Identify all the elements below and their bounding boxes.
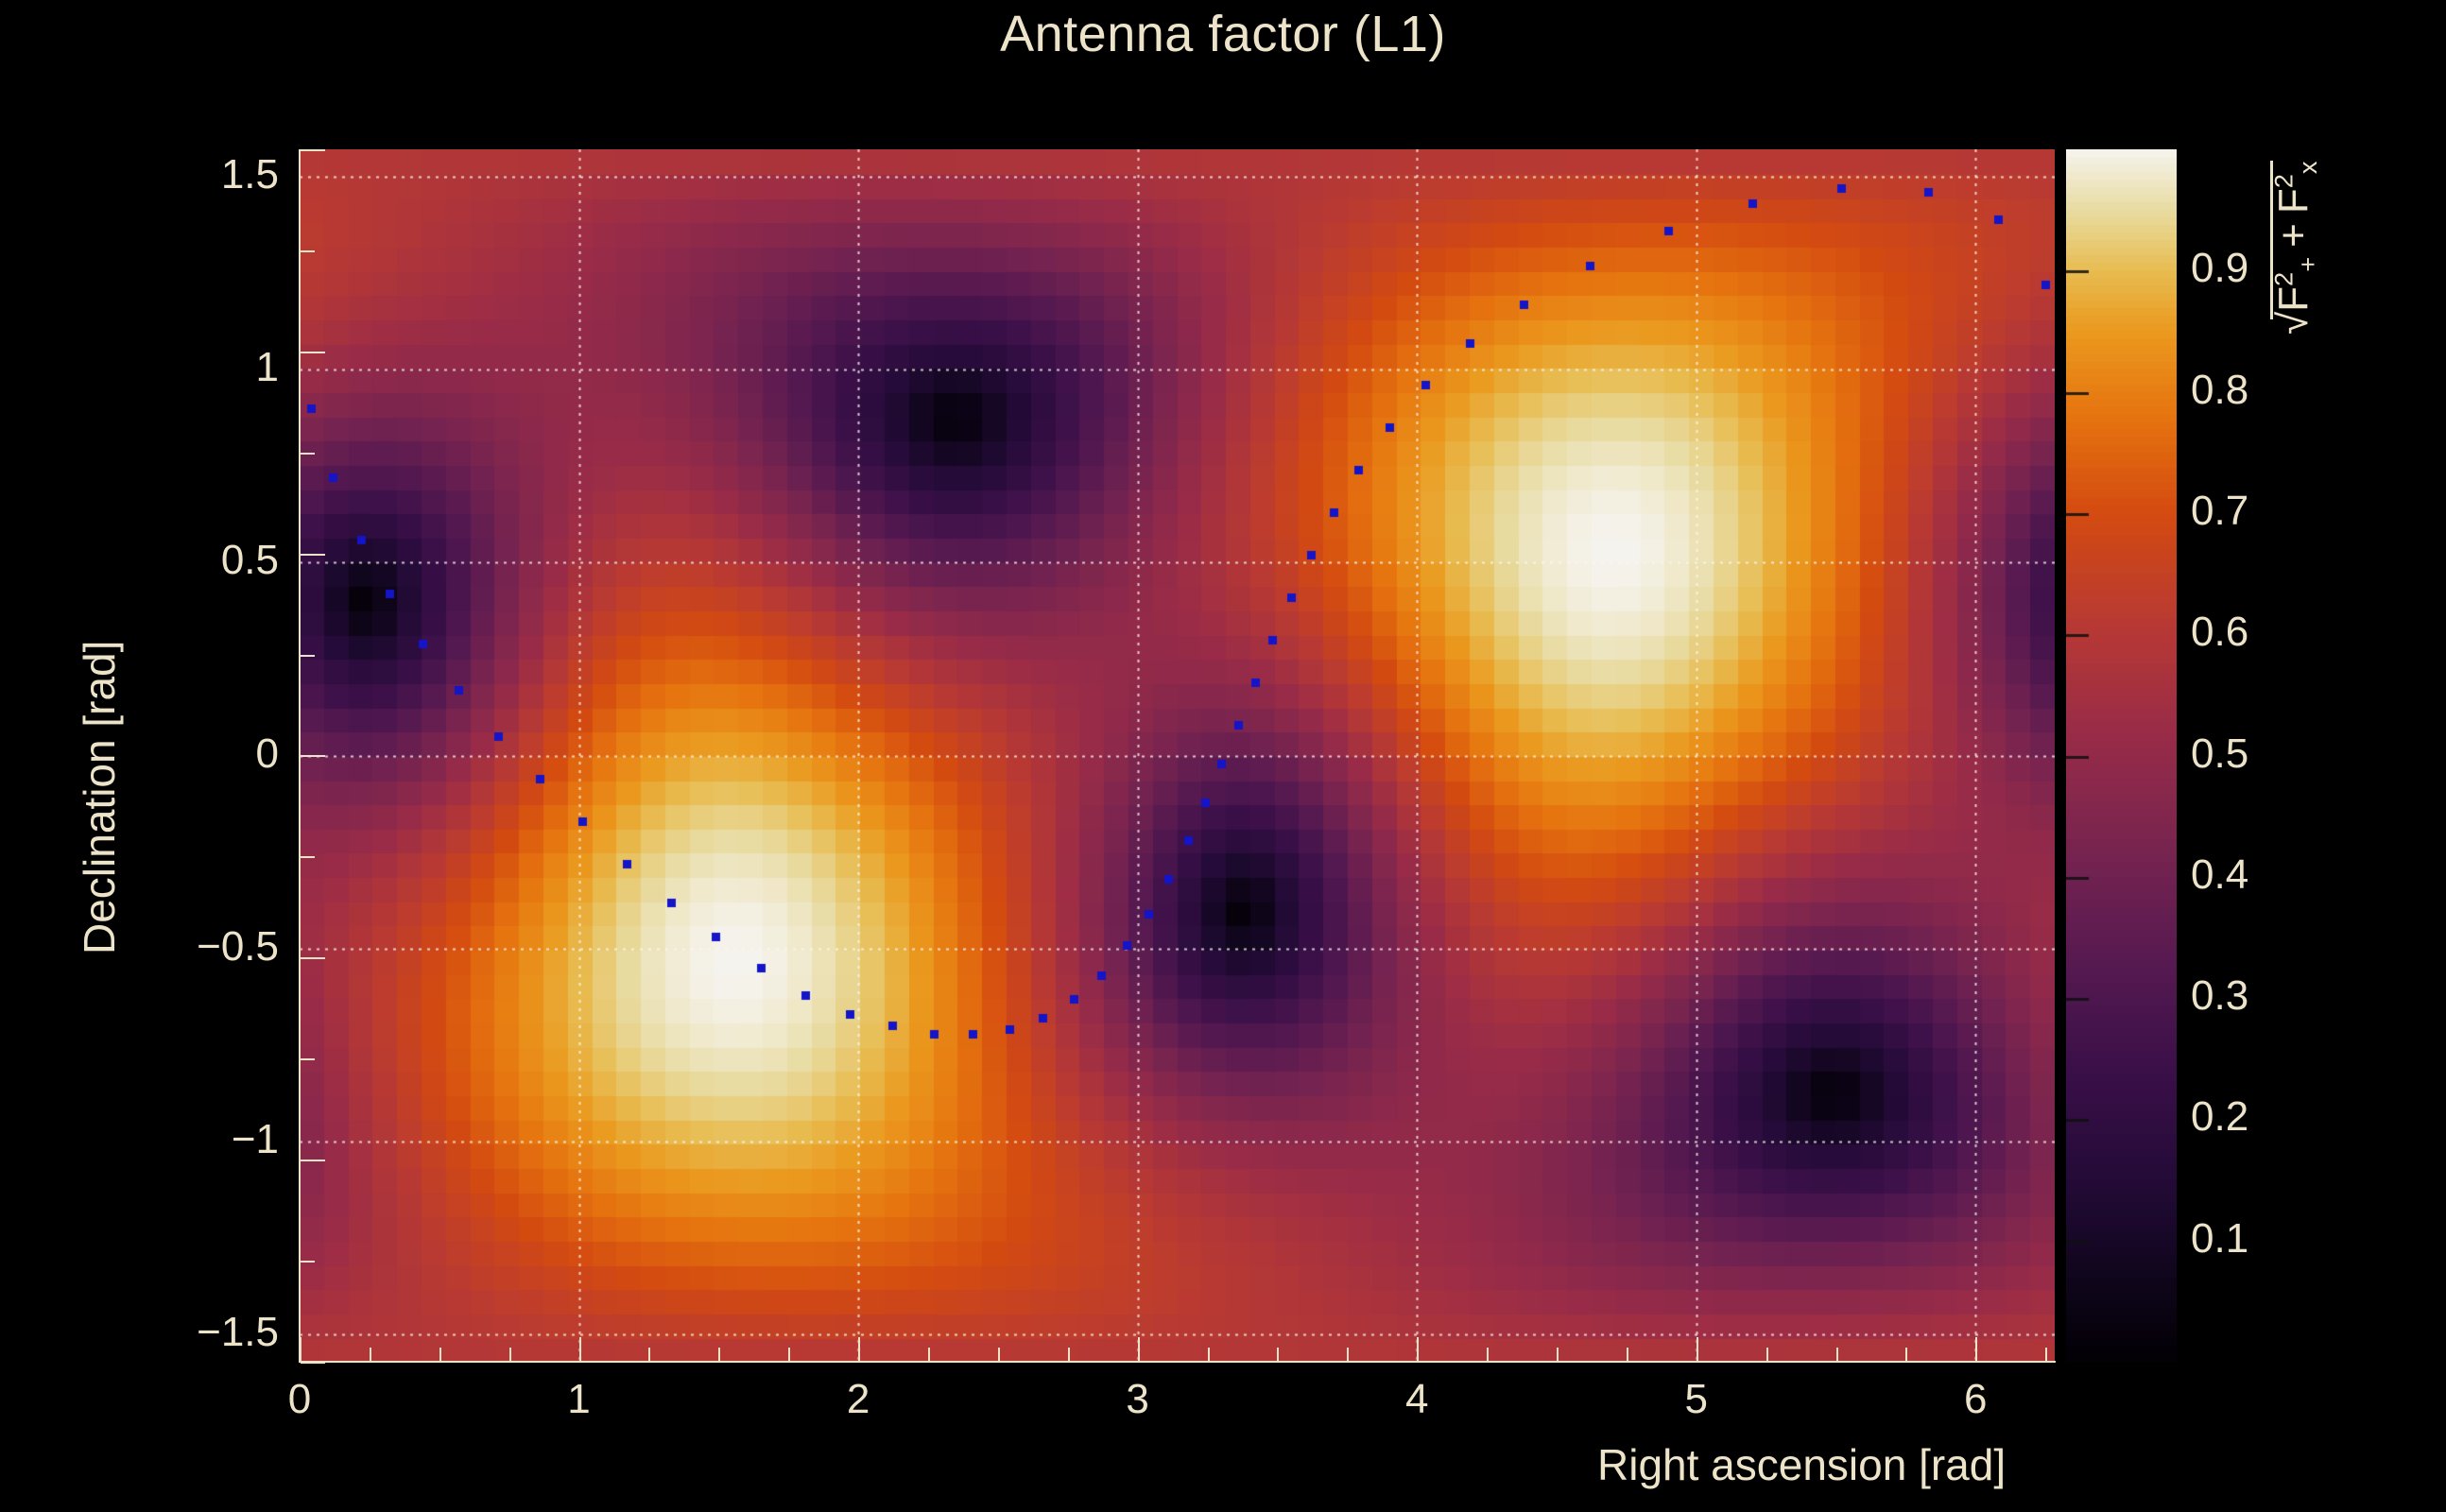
f-cross-base: F xyxy=(2269,188,2317,215)
axis-tick-mark xyxy=(1347,1348,1349,1362)
axis-tick-mark xyxy=(1208,1348,1210,1362)
axis-tick-mark xyxy=(509,1348,511,1362)
y-tick-label: 0 xyxy=(255,730,279,777)
axis-tick-mark xyxy=(1766,1348,1768,1362)
axis-tick-mark xyxy=(1975,1337,1977,1362)
x-tick-label: 3 xyxy=(1126,1376,1149,1422)
y-axis-line xyxy=(299,149,301,1363)
y-axis-title: Declination [rad] xyxy=(75,640,124,954)
axis-tick-mark xyxy=(301,554,325,556)
axis-tick-mark xyxy=(301,856,315,858)
y-tick-label: 1.5 xyxy=(220,150,279,198)
axis-tick-mark xyxy=(301,1261,315,1263)
y-tick-label: 0.5 xyxy=(220,537,279,584)
x-tick-label: 1 xyxy=(567,1376,591,1422)
axis-tick-mark xyxy=(1417,1337,1419,1362)
axis-tick-mark xyxy=(439,1348,441,1362)
f-plus-base: F xyxy=(2269,285,2317,312)
f-cross-term: F2x xyxy=(2268,161,2321,215)
x-tick-label: 4 xyxy=(1404,1376,1429,1422)
axis-tick-mark xyxy=(1277,1348,1279,1362)
x-tick-label: 6 xyxy=(1964,1376,1988,1422)
color-bar-gradient xyxy=(2066,149,2177,1362)
gridlines-and-track-overlay xyxy=(300,149,2055,1362)
color-bar-tick-label: 0.9 xyxy=(2191,245,2249,292)
plus-operator: + xyxy=(2269,223,2317,248)
axis-tick-mark xyxy=(370,1348,371,1362)
y-tick-label: −0.5 xyxy=(197,922,279,970)
axis-tick-mark xyxy=(1697,1337,1698,1362)
axis-tick-mark xyxy=(301,655,315,657)
axis-tick-mark xyxy=(2045,1348,2047,1362)
color-bar-title: √ F2++F2x xyxy=(2268,161,2322,340)
color-bar-tick-label: 0.8 xyxy=(2191,366,2249,413)
x-axis-title: Right ascension [rad] xyxy=(1597,1440,2007,1489)
heatmap-plot-area[interactable] xyxy=(300,149,2055,1362)
axis-tick-mark xyxy=(1836,1348,1838,1362)
color-bar-tick-label: 0.3 xyxy=(2191,972,2249,1020)
figure-title: Antenna factor (L1) xyxy=(1000,6,1446,62)
axis-tick-mark xyxy=(1905,1348,1907,1362)
axis-tick-mark xyxy=(928,1348,930,1362)
color-bar[interactable] xyxy=(2066,149,2177,1362)
axis-tick-mark xyxy=(788,1348,790,1362)
axis-tick-mark xyxy=(301,1362,325,1364)
axis-tick-mark xyxy=(648,1348,650,1362)
color-bar-tick-label: 0.2 xyxy=(2191,1093,2249,1141)
axis-tick-mark xyxy=(998,1348,1000,1362)
sqrt-expression: √ F2++F2x xyxy=(2268,161,2322,340)
x-tick-label: 0 xyxy=(287,1376,312,1422)
radical-sign: √ xyxy=(2269,311,2317,335)
axis-tick-mark xyxy=(1557,1348,1559,1362)
axis-tick-mark xyxy=(301,453,315,455)
axis-tick-mark xyxy=(301,250,315,252)
color-bar-tick-label: 0.1 xyxy=(2191,1214,2249,1262)
axis-tick-mark xyxy=(718,1348,720,1362)
axis-tick-mark xyxy=(579,1337,581,1362)
y-tick-label: −1 xyxy=(231,1115,279,1162)
axis-tick-mark xyxy=(858,1337,860,1362)
color-bar-tick-label: 0.6 xyxy=(2191,609,2249,656)
axis-tick-mark xyxy=(1487,1348,1489,1362)
color-bar-tick-label: 0.5 xyxy=(2191,730,2249,777)
axis-tick-mark xyxy=(301,1160,325,1161)
axis-tick-mark xyxy=(300,1337,301,1362)
axis-tick-mark xyxy=(301,957,325,959)
f-plus-term: F2+ xyxy=(2268,257,2321,312)
axis-tick-mark xyxy=(301,149,325,151)
f-cross-subscript: x xyxy=(2292,161,2322,175)
axis-tick-mark xyxy=(301,755,325,757)
color-bar-tick-label: 0.4 xyxy=(2191,850,2249,898)
x-tick-label: 5 xyxy=(1684,1376,1708,1422)
y-tick-label: 1 xyxy=(255,344,279,391)
axis-tick-mark xyxy=(1138,1337,1140,1362)
radical-bar xyxy=(2270,161,2273,319)
axis-tick-mark xyxy=(1627,1348,1628,1362)
f-plus-subscript: + xyxy=(2292,256,2322,272)
axis-tick-mark xyxy=(1068,1348,1070,1362)
y-tick-label: −1.5 xyxy=(197,1309,279,1356)
x-axis-line xyxy=(299,1361,2056,1363)
x-tick-label: 2 xyxy=(846,1376,870,1422)
axis-tick-mark xyxy=(301,352,325,353)
axis-tick-mark xyxy=(301,1058,315,1060)
color-bar-tick-label: 0.7 xyxy=(2191,487,2249,534)
